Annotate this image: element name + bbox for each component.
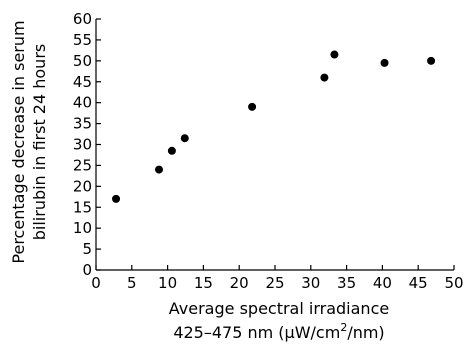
y-axis-label-line2: bilirubin in first 24 hours (30, 44, 49, 241)
x-tick-label: 45 (409, 274, 428, 292)
data-point (320, 73, 329, 82)
x-tick-label: 30 (301, 274, 320, 292)
x-axis-label-line2-suffix: /nm) (347, 323, 384, 342)
y-tick-label: 15 (73, 198, 92, 216)
x-axis-label-line2-superscript: 2 (340, 321, 347, 334)
y-ticks: 0 5 10 15 20 25 30 35 40 45 50 55 60 (73, 10, 101, 279)
y-tick-label: 35 (73, 115, 92, 133)
x-axis-label-line2: 425–475 nm (μW/cm2/nm) (173, 321, 384, 342)
x-tick-label: 0 (91, 274, 101, 292)
x-tick-label: 10 (158, 274, 177, 292)
y-axis-label-line1: Percentage decrease in serum (9, 20, 28, 263)
x-ticks: 0 5 10 15 20 25 30 35 40 45 50 (91, 265, 464, 292)
y-tick-label: 25 (73, 156, 92, 174)
y-tick-label: 40 (73, 94, 92, 112)
y-tick-label: 60 (73, 10, 92, 28)
y-tick-label: 0 (82, 261, 92, 279)
x-tick-label: 40 (373, 274, 392, 292)
y-tick-label: 10 (73, 219, 92, 237)
data-point (155, 165, 164, 174)
data-point (427, 56, 436, 65)
x-tick-label: 15 (194, 274, 213, 292)
x-tick-label: 50 (444, 274, 463, 292)
x-tick-label: 35 (337, 274, 356, 292)
x-tick-label: 25 (265, 274, 284, 292)
y-tick-label: 20 (73, 177, 92, 195)
y-tick-label: 55 (73, 31, 92, 49)
data-point (380, 58, 389, 67)
data-point (248, 102, 257, 111)
data-point (112, 194, 121, 203)
y-tick-label: 30 (73, 136, 92, 154)
x-axis-label-line2-prefix: 425–475 nm (μW/cm (173, 323, 340, 342)
axes (95, 19, 454, 271)
data-point (330, 50, 339, 59)
y-tick-label: 5 (82, 240, 92, 258)
x-tick-label: 20 (230, 274, 249, 292)
y-tick-label: 50 (73, 52, 92, 70)
x-tick-label: 5 (127, 274, 137, 292)
y-tick-label: 45 (73, 73, 92, 91)
data-point (167, 146, 176, 155)
x-axis-label-line1: Average spectral irradiance (169, 299, 389, 318)
data-point (180, 134, 189, 143)
data-points (112, 50, 436, 203)
